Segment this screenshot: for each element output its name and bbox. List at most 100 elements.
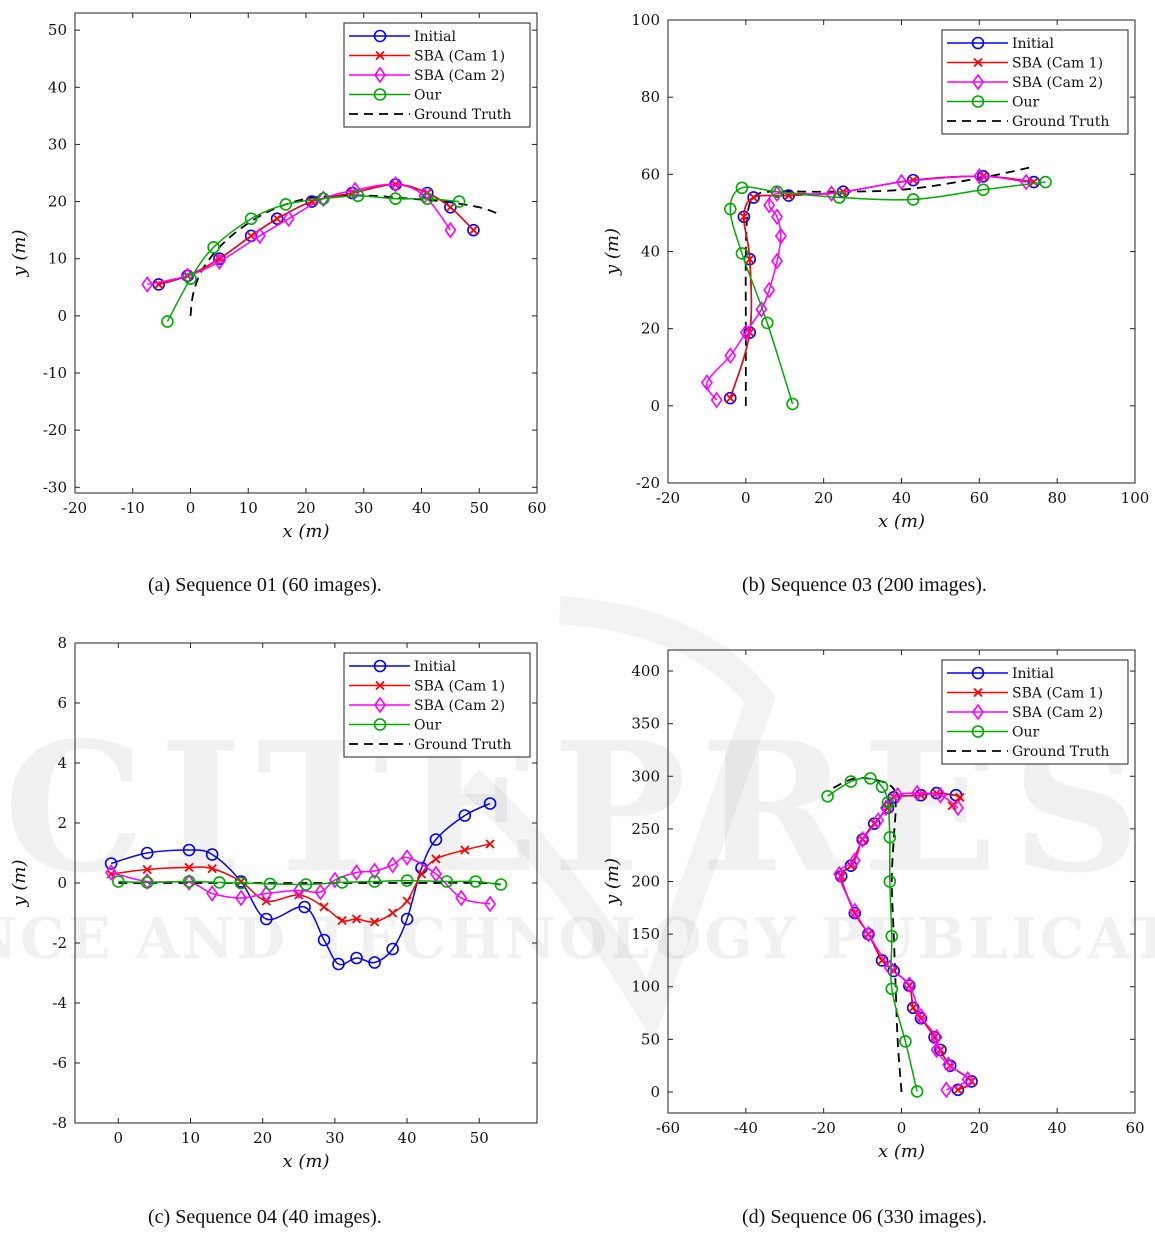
data-point-sba2 bbox=[940, 1081, 953, 1099]
legend-label-initial: Initial bbox=[414, 29, 456, 45]
series-line-sba2 bbox=[838, 792, 969, 1091]
data-point-our bbox=[906, 193, 920, 206]
y-tick-label: 400 bbox=[631, 662, 660, 680]
legend: Initial SBA (Cam 1) SBA (Cam 2) Our Ground T… bbox=[343, 22, 531, 128]
data-point-our bbox=[335, 876, 349, 889]
data-point-sba2 bbox=[942, 1056, 955, 1073]
data-point-sba2 bbox=[833, 865, 846, 883]
x-tick-label: -20 bbox=[63, 499, 87, 517]
legend-marker-initial bbox=[373, 659, 387, 673]
series-line-sba2 bbox=[110, 856, 491, 905]
y-tick-label: 100 bbox=[631, 11, 660, 29]
data-point-sba2 bbox=[183, 874, 196, 891]
data-point-sba1 bbox=[416, 869, 427, 879]
legend-marker-our bbox=[971, 95, 985, 108]
y-tick-label: -8 bbox=[52, 1114, 67, 1132]
plot-area bbox=[104, 797, 508, 971]
series-our bbox=[161, 189, 466, 328]
chart-seq01: -20 -10 0 10 20 30 40 50 60 -30 -20 -10 0 10 20 30 40 50 x… bbox=[9, 12, 547, 542]
series-sba2 bbox=[700, 167, 1033, 409]
legend-label-initial: Initial bbox=[1012, 36, 1054, 52]
legend-marker-sba2 bbox=[374, 66, 386, 84]
series-sba1 bbox=[106, 839, 495, 927]
y-tick-label: 60 bbox=[641, 165, 660, 183]
x-tick-label: 60 bbox=[970, 489, 989, 507]
x-tick-label: 100 bbox=[1121, 489, 1150, 507]
data-point-sba1 bbox=[877, 955, 887, 966]
data-point-our bbox=[735, 181, 749, 195]
legend-marker-initial bbox=[971, 36, 985, 50]
caption-seq06: (d) Sequence 06 (330 images). bbox=[742, 1206, 987, 1228]
chart-seq06: -60 -40 -20 0 20 40 60 0 50 100 150 200 250 300 350 400… bbox=[602, 649, 1145, 1162]
data-point-our bbox=[389, 192, 402, 206]
legend-label-sba1: SBA (Cam 1) bbox=[1012, 686, 1103, 702]
data-point-initial bbox=[906, 1001, 920, 1015]
data-point-initial bbox=[467, 223, 480, 237]
series-line-sba2 bbox=[705, 175, 1027, 401]
y-tick-label: -30 bbox=[43, 478, 67, 496]
x-tick-label: -20 bbox=[656, 489, 680, 507]
x-tick-label: 50 bbox=[470, 1129, 489, 1147]
data-point-sba2 bbox=[891, 786, 904, 804]
data-point-sba2 bbox=[724, 347, 737, 365]
legend-marker-initial bbox=[971, 666, 985, 680]
data-point-our bbox=[140, 876, 154, 889]
x-tick-label: 0 bbox=[186, 499, 196, 517]
chart-panel-seq03: -20 0 20 40 60 80 100 -20 0 20 40 60 80 100 x (m) y (m)… bbox=[590, 0, 1155, 570]
y-tick-label: 50 bbox=[48, 21, 67, 39]
legend-label-sba1: SBA (Cam 1) bbox=[414, 49, 505, 65]
data-point-initial bbox=[350, 951, 363, 965]
x-tick-label: -10 bbox=[121, 499, 145, 517]
legend-label-sba1: SBA (Cam 1) bbox=[414, 679, 505, 695]
y-tick-label: 0 bbox=[57, 307, 67, 325]
data-point-sba2 bbox=[856, 831, 869, 848]
data-point-sba2 bbox=[401, 849, 414, 866]
x-tick-label: -60 bbox=[656, 1119, 680, 1137]
series-sba2 bbox=[833, 784, 974, 1099]
data-point-sba2 bbox=[930, 1028, 943, 1046]
plot-area bbox=[821, 772, 978, 1099]
x-axis-label: x (m) bbox=[878, 1141, 925, 1162]
data-point-sba2 bbox=[883, 959, 896, 977]
series-gt bbox=[744, 165, 1035, 406]
legend: Initial SBA (Cam 1) SBA (Cam 2) Our Ground T… bbox=[941, 659, 1129, 765]
data-point-sba2 bbox=[961, 1070, 974, 1088]
data-point-sba1 bbox=[184, 862, 194, 873]
series-our bbox=[723, 175, 1052, 411]
data-point-sba2 bbox=[934, 786, 947, 804]
series-line-gt bbox=[744, 165, 1035, 406]
x-axis-label: x (m) bbox=[283, 521, 330, 542]
data-point-our bbox=[244, 212, 258, 226]
x-tick-label: 40 bbox=[1048, 1119, 1067, 1137]
data-point-our bbox=[420, 192, 434, 206]
data-point-our bbox=[213, 876, 226, 889]
legend-label-sba2: SBA (Cam 2) bbox=[414, 698, 505, 714]
data-point-sba2 bbox=[825, 185, 838, 203]
legend-label-sba2: SBA (Cam 2) bbox=[1012, 75, 1103, 91]
series-line-sba2 bbox=[147, 183, 451, 286]
data-point-our bbox=[112, 875, 125, 888]
data-point-our bbox=[885, 929, 899, 943]
y-tick-label: 2 bbox=[57, 814, 67, 832]
y-tick-label: -20 bbox=[636, 474, 660, 492]
legend-label-initial: Initial bbox=[1012, 666, 1054, 682]
legend-label-our: Our bbox=[1012, 725, 1039, 741]
data-point-sba2 bbox=[444, 221, 457, 239]
data-point-our bbox=[182, 875, 196, 888]
x-tick-label: 80 bbox=[1048, 489, 1067, 507]
data-point-initial bbox=[140, 846, 154, 860]
y-axis-label: y (m) bbox=[602, 858, 623, 906]
data-point-initial bbox=[483, 797, 497, 810]
data-point-sba2 bbox=[317, 190, 330, 208]
data-point-sba1 bbox=[402, 896, 412, 906]
series-line-our bbox=[118, 879, 501, 886]
data-point-sba2 bbox=[763, 281, 776, 299]
y-tick-label: 300 bbox=[631, 767, 660, 785]
y-tick-label: 30 bbox=[48, 135, 67, 153]
data-point-our bbox=[494, 878, 508, 891]
data-point-sba2 bbox=[930, 1041, 943, 1059]
data-point-sba1 bbox=[207, 863, 217, 874]
data-point-our bbox=[452, 195, 466, 208]
data-point-sba2 bbox=[455, 889, 468, 907]
data-point-sba2 bbox=[349, 181, 362, 199]
